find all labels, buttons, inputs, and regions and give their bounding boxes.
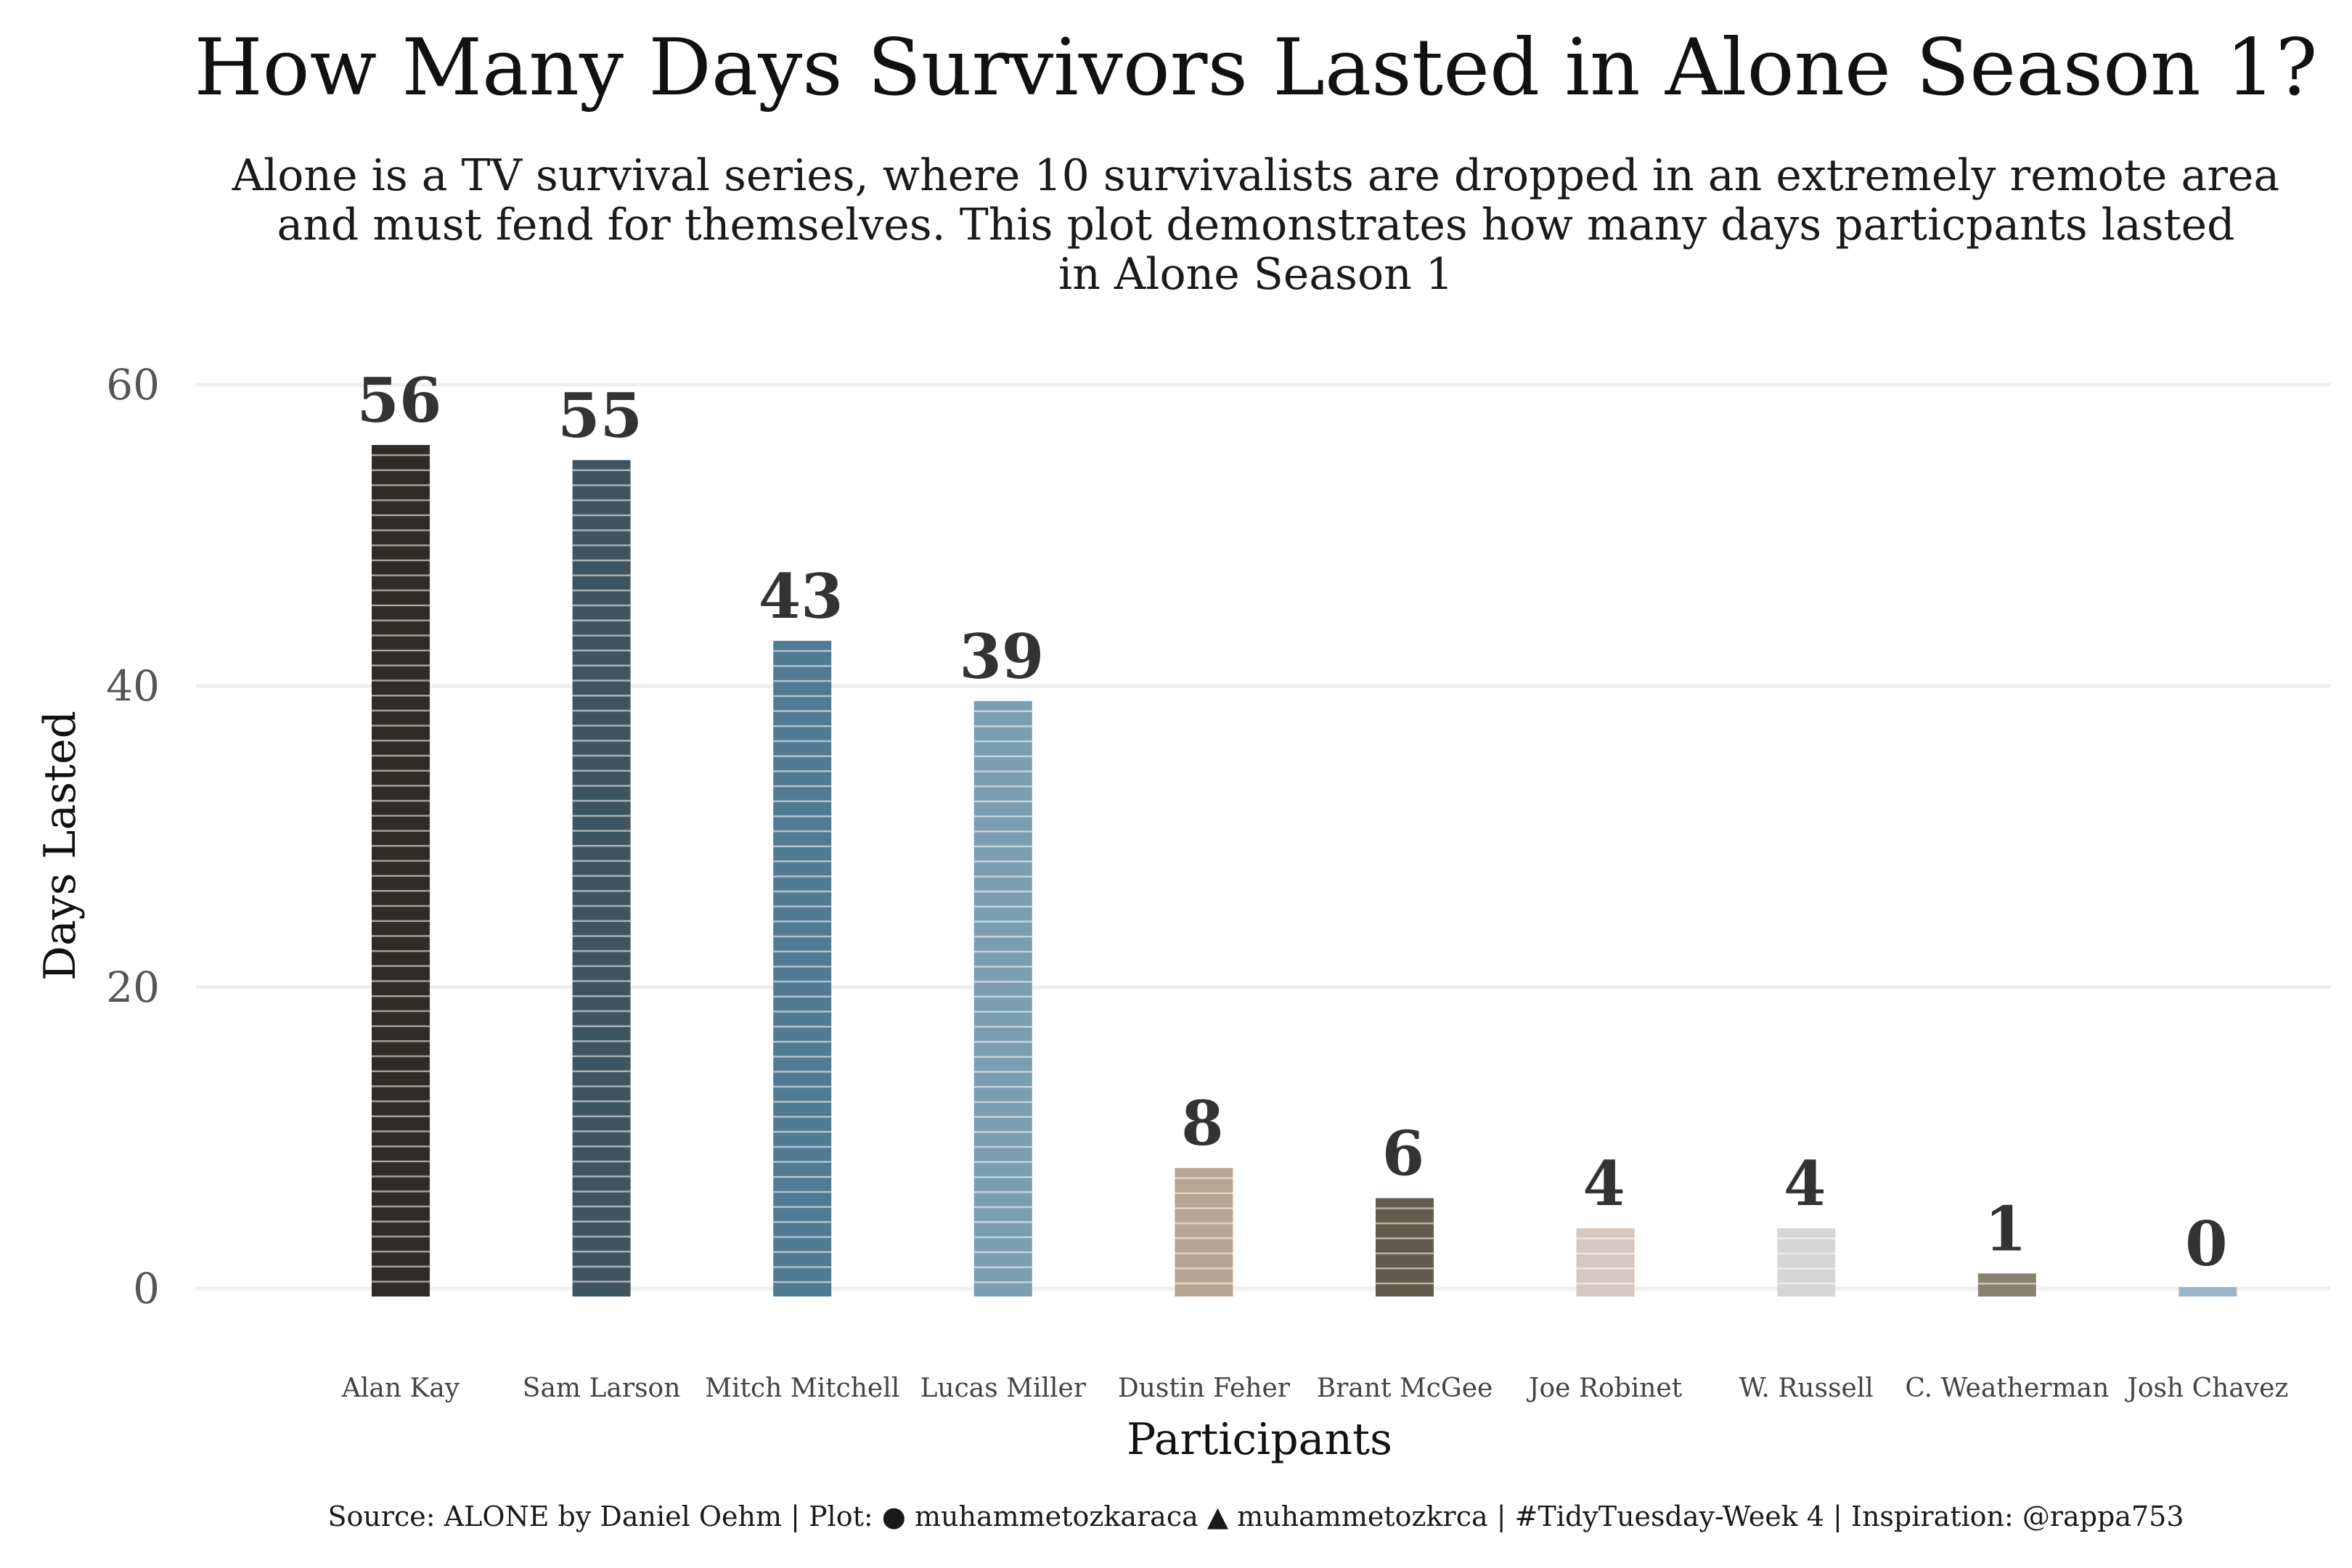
category-label-8: W. Russell bbox=[1739, 1373, 1874, 1403]
y-tick-label-20: 20 bbox=[106, 963, 160, 1012]
bar-10 bbox=[2179, 1287, 2237, 1297]
category-label-6: Brant McGee bbox=[1317, 1373, 1493, 1403]
bar-rect bbox=[1977, 1273, 2036, 1297]
category-label-4: Lucas Miller bbox=[920, 1373, 1087, 1403]
bar-rect bbox=[1777, 1228, 1836, 1297]
category-label-10: Josh Chavez bbox=[2124, 1373, 2288, 1403]
value-label-6: 6 bbox=[1382, 1118, 1424, 1190]
category-label-2: Sam Larson bbox=[523, 1373, 681, 1403]
y-axis-ticks: 0 20 40 60 bbox=[106, 360, 160, 1313]
bar-1 bbox=[372, 445, 430, 1297]
chart-title: How Many Days Survivors Lasted in Alone … bbox=[194, 23, 2317, 113]
bar-5 bbox=[1175, 1168, 1233, 1297]
bars bbox=[372, 445, 2237, 1297]
value-label-5: 8 bbox=[1181, 1087, 1223, 1159]
caption: Source: ALONE by Daniel Oehm | Plot: ● m… bbox=[327, 1500, 2184, 1532]
value-label-4: 39 bbox=[959, 621, 1044, 693]
bar-rect bbox=[2179, 1287, 2237, 1297]
bar-rect bbox=[773, 640, 832, 1297]
y-axis-title: Days Lasted bbox=[35, 711, 86, 981]
bar-rect bbox=[1576, 1228, 1635, 1297]
bar-rect bbox=[1175, 1168, 1233, 1297]
category-label-5: Dustin Feher bbox=[1118, 1373, 1291, 1403]
y-tick-label-60: 60 bbox=[106, 360, 160, 409]
bar-4 bbox=[973, 701, 1032, 1297]
bar-9 bbox=[1977, 1273, 2036, 1297]
chart-subtitle-line-2: and must fend for themselves. This plot … bbox=[277, 200, 2234, 250]
bar-7 bbox=[1576, 1228, 1635, 1297]
category-label-3: Mitch Mitchell bbox=[705, 1373, 899, 1403]
value-label-3: 43 bbox=[759, 560, 844, 632]
bar-rect bbox=[1376, 1198, 1434, 1297]
value-label-1: 56 bbox=[357, 364, 442, 436]
chart-subtitle-line-1: Alone is a TV survival series, where 10 … bbox=[232, 150, 2279, 201]
value-labels: 56 55 43 39 8 6 4 4 1 0 bbox=[357, 364, 2228, 1280]
value-label-7: 4 bbox=[1583, 1148, 1625, 1220]
value-label-9: 1 bbox=[1985, 1193, 2027, 1265]
value-label-10: 0 bbox=[2185, 1208, 2227, 1280]
category-label-1: Alan Kay bbox=[341, 1373, 460, 1403]
category-label-7: Joe Robinet bbox=[1526, 1373, 1683, 1403]
x-axis-title: Participants bbox=[1127, 1414, 1392, 1465]
bar-rect bbox=[372, 445, 430, 1297]
chart-subtitle-line-3: in Alone Season 1 bbox=[1058, 249, 1453, 300]
x-axis-categories: Alan Kay Sam Larson Mitch Mitchell Lucas Mi… bbox=[341, 1373, 2289, 1403]
value-label-2: 55 bbox=[558, 380, 642, 452]
value-label-8: 4 bbox=[1784, 1148, 1826, 1220]
bar-rect bbox=[572, 460, 631, 1297]
category-label-9: C. Weatherman bbox=[1905, 1373, 2109, 1403]
bar-rect bbox=[973, 701, 1032, 1297]
bar-8 bbox=[1777, 1228, 1836, 1297]
bar-6 bbox=[1376, 1198, 1434, 1297]
bar-3 bbox=[773, 640, 832, 1297]
gridlines bbox=[196, 383, 2330, 1291]
y-tick-label-40: 40 bbox=[106, 661, 160, 711]
bar-2 bbox=[572, 460, 631, 1297]
y-tick-label-0: 0 bbox=[133, 1264, 160, 1313]
